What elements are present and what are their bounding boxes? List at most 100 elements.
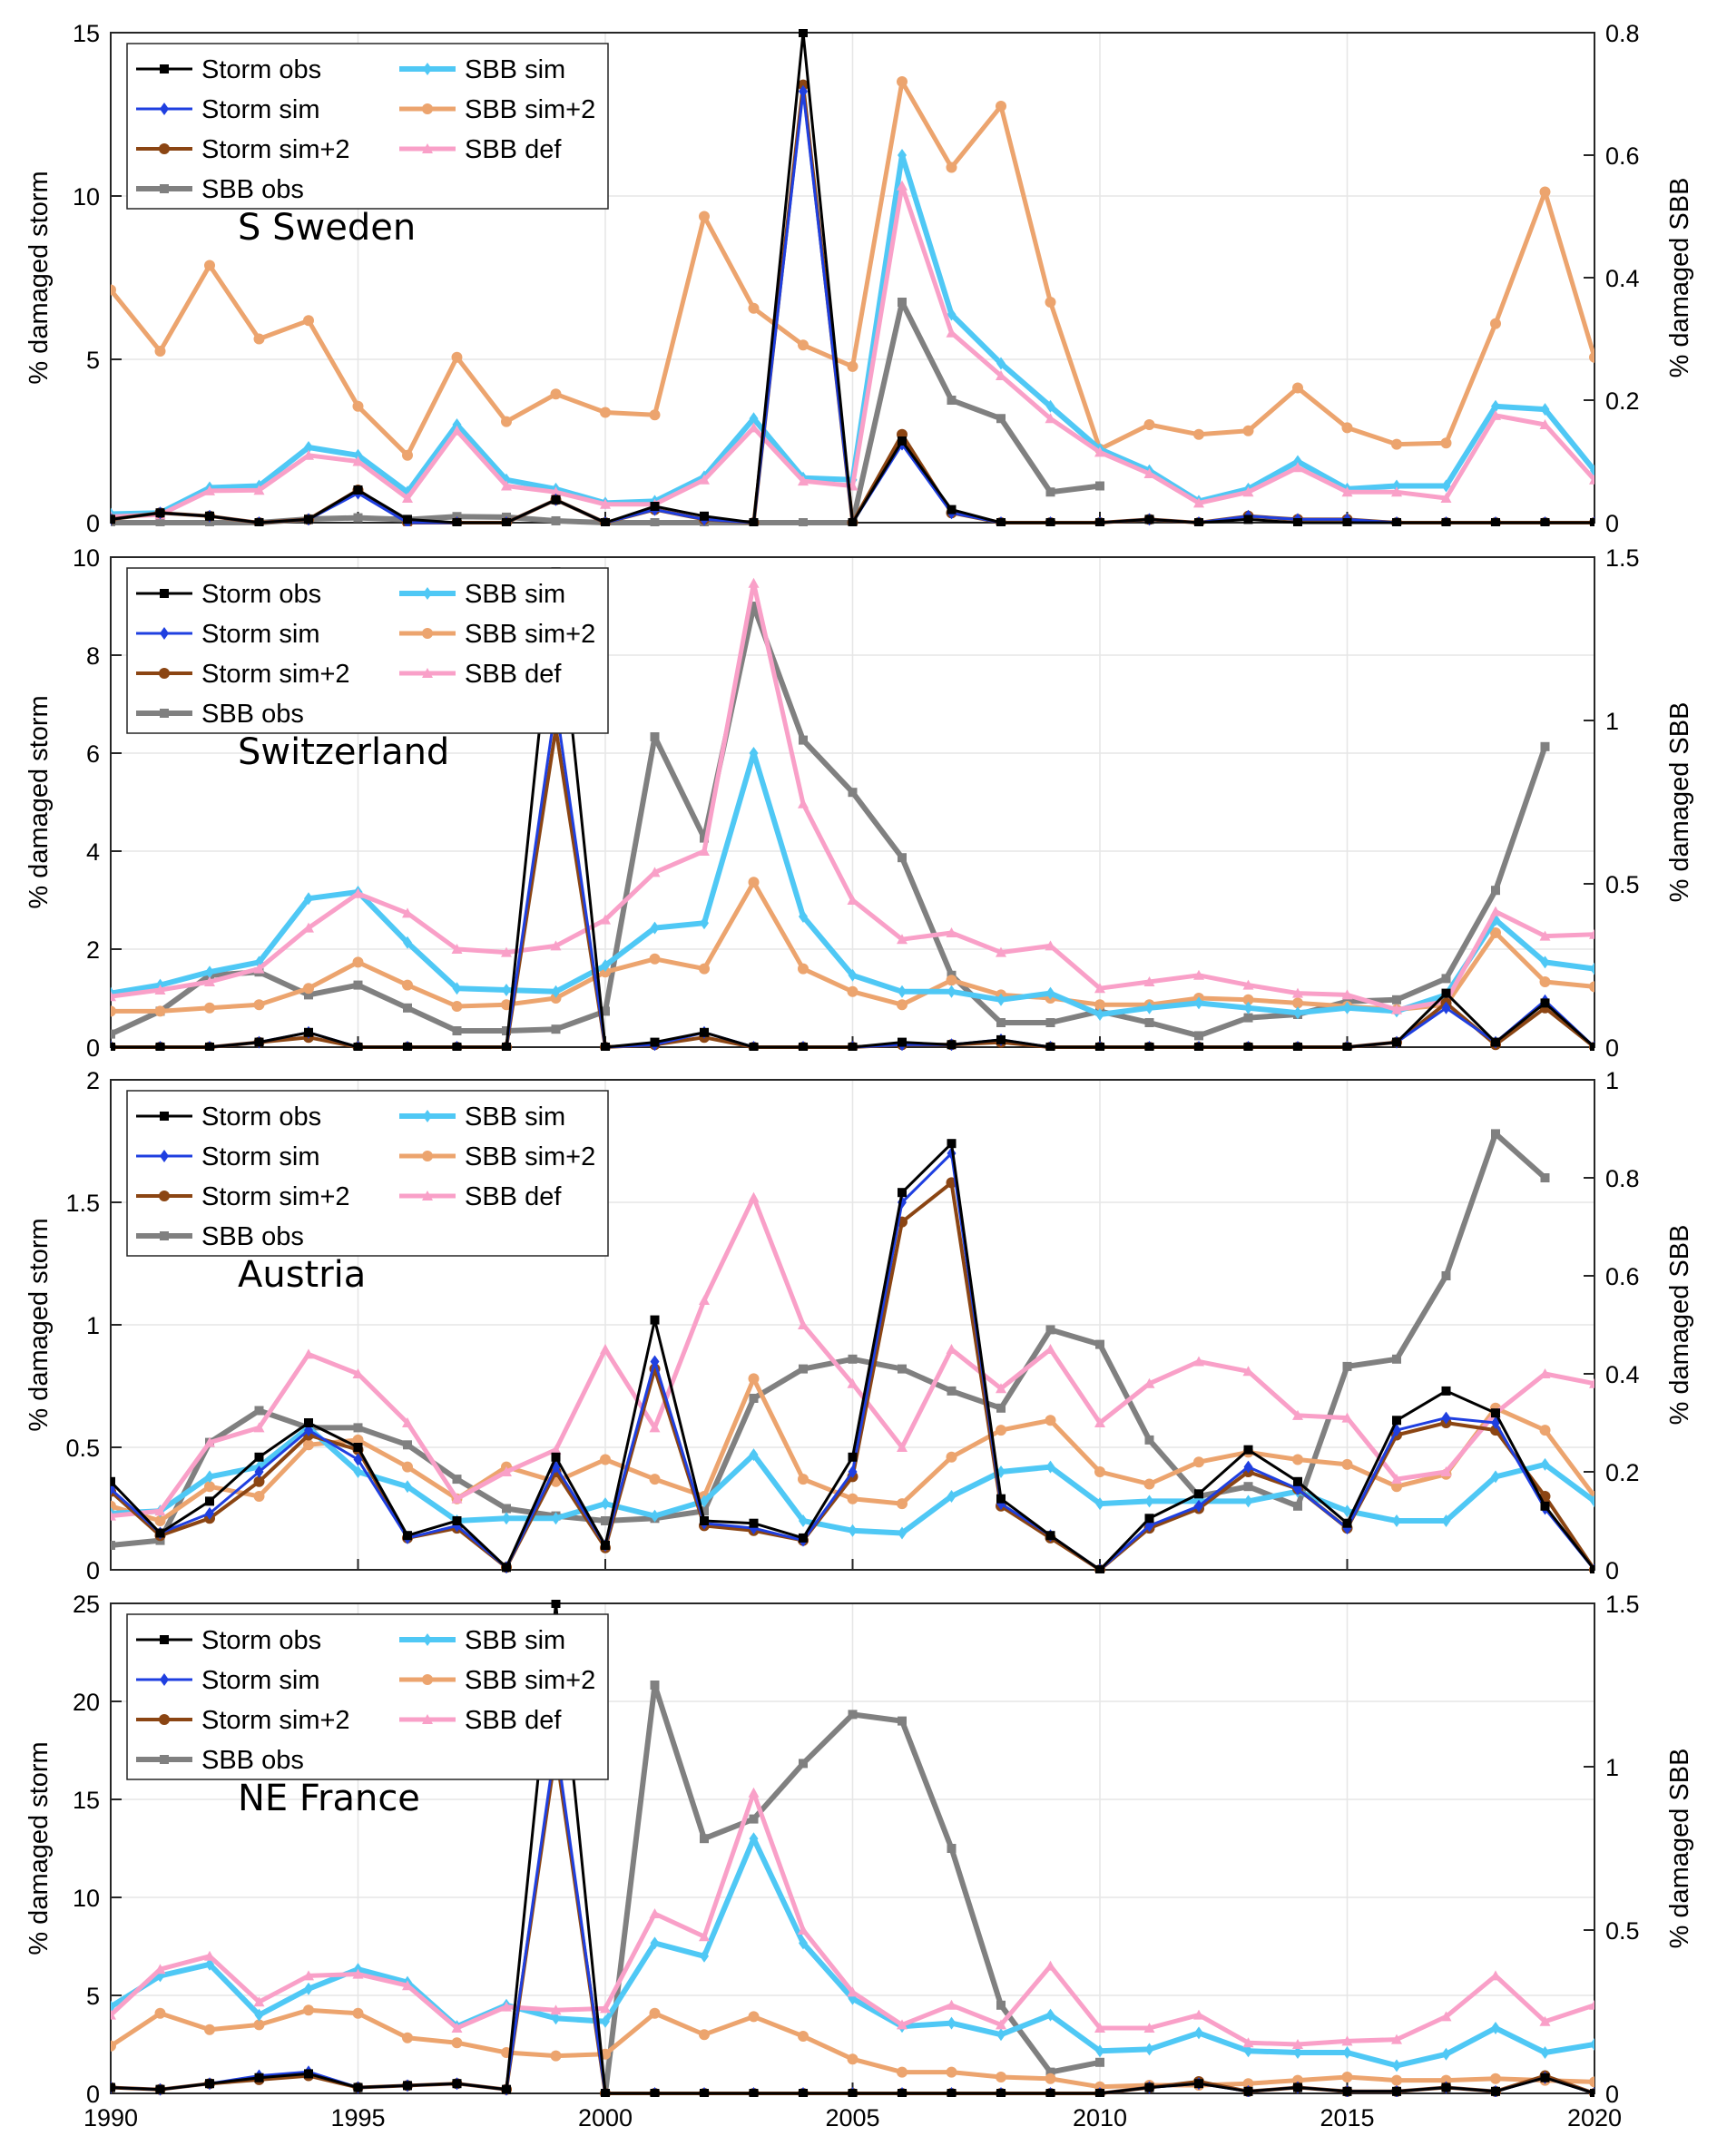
data-point-sbb-obs: [111, 1029, 115, 1039]
data-point-sbb-sim-2: [402, 2032, 413, 2043]
data-point-storm-obs: [205, 1496, 214, 1506]
data-point-storm-obs: [848, 518, 858, 526]
data-point-sbb-sim-2: [253, 2019, 265, 2031]
legend-marker: [423, 1633, 432, 1646]
data-point-sbb-sim: [1441, 2047, 1451, 2061]
data-point-sbb-def: [946, 927, 957, 937]
data-point-storm-sim: [1441, 1001, 1451, 1014]
data-point-sbb-sim: [996, 357, 1006, 370]
legend-label: Storm sim+2: [201, 660, 350, 689]
data-point-sbb-obs: [254, 1406, 264, 1416]
data-point-sbb-def: [847, 1377, 858, 1388]
legend-label: SBB sim: [465, 1626, 565, 1655]
series-group: [111, 29, 1594, 526]
data-point-storm-obs: [996, 1034, 1006, 1044]
data-point-sbb-def: [798, 1319, 809, 1329]
legend-marker: [160, 1112, 169, 1121]
data-point-sbb-sim: [1194, 996, 1203, 1010]
data-point-sbb-sim-2: [798, 339, 809, 351]
data-point-sbb-sim: [1342, 2046, 1352, 2059]
data-point-sbb-sim: [650, 1509, 660, 1523]
data-point-storm-obs: [898, 1188, 907, 1198]
y-left-tick-label: 2: [86, 1067, 100, 1094]
y-left-tick-label: 0: [86, 1034, 100, 1062]
data-point-sbb-def: [1094, 1417, 1105, 1427]
data-point-storm-obs: [403, 514, 412, 524]
data-point-sbb-sim: [551, 1512, 561, 1525]
data-point-sbb-def: [303, 922, 314, 933]
data-point-sbb-sim: [848, 1524, 858, 1537]
data-point-sbb-obs: [353, 1423, 363, 1433]
data-point-sbb-sim-2: [1589, 981, 1594, 993]
y-left-tick-label: 15: [73, 20, 100, 47]
data-point-storm-sim: [205, 1506, 214, 1520]
data-point-sbb-sim-2: [897, 2066, 908, 2078]
legend-label: SBB obs: [201, 1222, 304, 1251]
y-left-tick-label: 6: [86, 740, 100, 768]
data-point-storm-obs: [551, 1452, 561, 1462]
legend-box: [126, 43, 609, 210]
data-point-sbb-def: [1539, 2015, 1551, 2026]
legend-box: [126, 1090, 609, 1257]
data-point-sbb-sim-2: [1045, 297, 1056, 308]
y-left-axis-label: % damaged storm: [25, 171, 54, 384]
data-point-sbb-sim: [1194, 2026, 1203, 2040]
data-point-sbb-sim-2: [847, 360, 858, 372]
data-point-sbb-def: [501, 2001, 512, 2012]
data-point-sbb-def: [748, 577, 760, 588]
data-point-sbb-sim: [551, 985, 561, 998]
data-point-storm-obs: [205, 1043, 214, 1051]
y-left-axis-label: % damaged storm: [25, 1218, 54, 1431]
legend-marker: [160, 184, 169, 193]
data-point-sbb-sim: [1392, 479, 1401, 493]
data-point-storm-obs: [1194, 1043, 1203, 1051]
legend-marker: [159, 1714, 170, 1725]
data-point-sbb-sim: [1144, 2043, 1154, 2056]
data-point-storm-obs: [304, 1027, 313, 1037]
data-point-sbb-sim-2: [1341, 422, 1353, 434]
data-point-sbb-sim-2: [1490, 318, 1501, 329]
data-point-sbb-def: [1292, 987, 1303, 998]
data-point-sbb-sim: [749, 1448, 759, 1462]
data-point-storm-obs: [799, 1533, 808, 1543]
data-point-storm-obs: [1293, 1476, 1302, 1486]
data-point-sbb-sim: [1095, 1497, 1104, 1511]
y-left-tick-label: 5: [86, 1983, 100, 2010]
data-point-storm-obs: [155, 508, 165, 518]
data-point-storm-obs: [1392, 2086, 1401, 2096]
data-point-sbb-sim-2: [649, 1474, 661, 1485]
data-point-sbb-sim: [799, 1936, 808, 1950]
data-point-sbb-sim-2: [154, 346, 166, 357]
data-point-sbb-def: [1440, 2011, 1452, 2022]
data-point-sbb-def: [996, 2019, 1006, 2030]
data-point-sbb-obs: [452, 1475, 462, 1485]
y-right-tick-label: 0.5: [1605, 1917, 1640, 1945]
data-point-sbb-obs: [1095, 2057, 1104, 2067]
y-left-tick-label: 1.5: [65, 1190, 100, 1217]
data-point-sbb-def: [1341, 989, 1353, 1000]
data-point-storm-obs: [502, 518, 511, 526]
data-point-sbb-def: [1193, 1356, 1204, 1367]
data-point-sbb-obs: [650, 518, 660, 526]
data-point-sbb-sim: [452, 982, 462, 995]
data-point-sbb-sim: [1540, 2046, 1550, 2059]
y-left-tick-label: 0.5: [65, 1435, 100, 1462]
data-point-sbb-obs: [1293, 1501, 1302, 1511]
data-point-storm-obs: [996, 518, 1006, 526]
y-right-axis-label: % damaged SBB: [1665, 178, 1694, 378]
y-right-tick-label: 0.6: [1605, 1263, 1640, 1290]
data-point-sbb-def: [1589, 474, 1594, 485]
data-point-sbb-def: [699, 1295, 710, 1305]
data-point-sbb-sim-2: [253, 333, 265, 345]
y-right-tick-label: 1: [1605, 1067, 1619, 1094]
panel-austria: 0 0.5 1 1.5 2 0 0.2 0.4 0.6 0.8 1 % damaged storm % …: [25, 1067, 1694, 1584]
y-left-tick-label: 5: [86, 347, 100, 374]
legend-marker: [160, 1755, 169, 1764]
data-point-storm-obs: [403, 1043, 412, 1051]
data-point-sbb-def: [1242, 1366, 1254, 1377]
data-point-sbb-obs: [700, 833, 709, 843]
data-point-sbb-sim-2: [1539, 1425, 1551, 1436]
data-point-sbb-obs: [947, 1386, 957, 1396]
data-point-storm-obs: [254, 1452, 264, 1462]
panel-title: NE France: [238, 1778, 420, 1819]
